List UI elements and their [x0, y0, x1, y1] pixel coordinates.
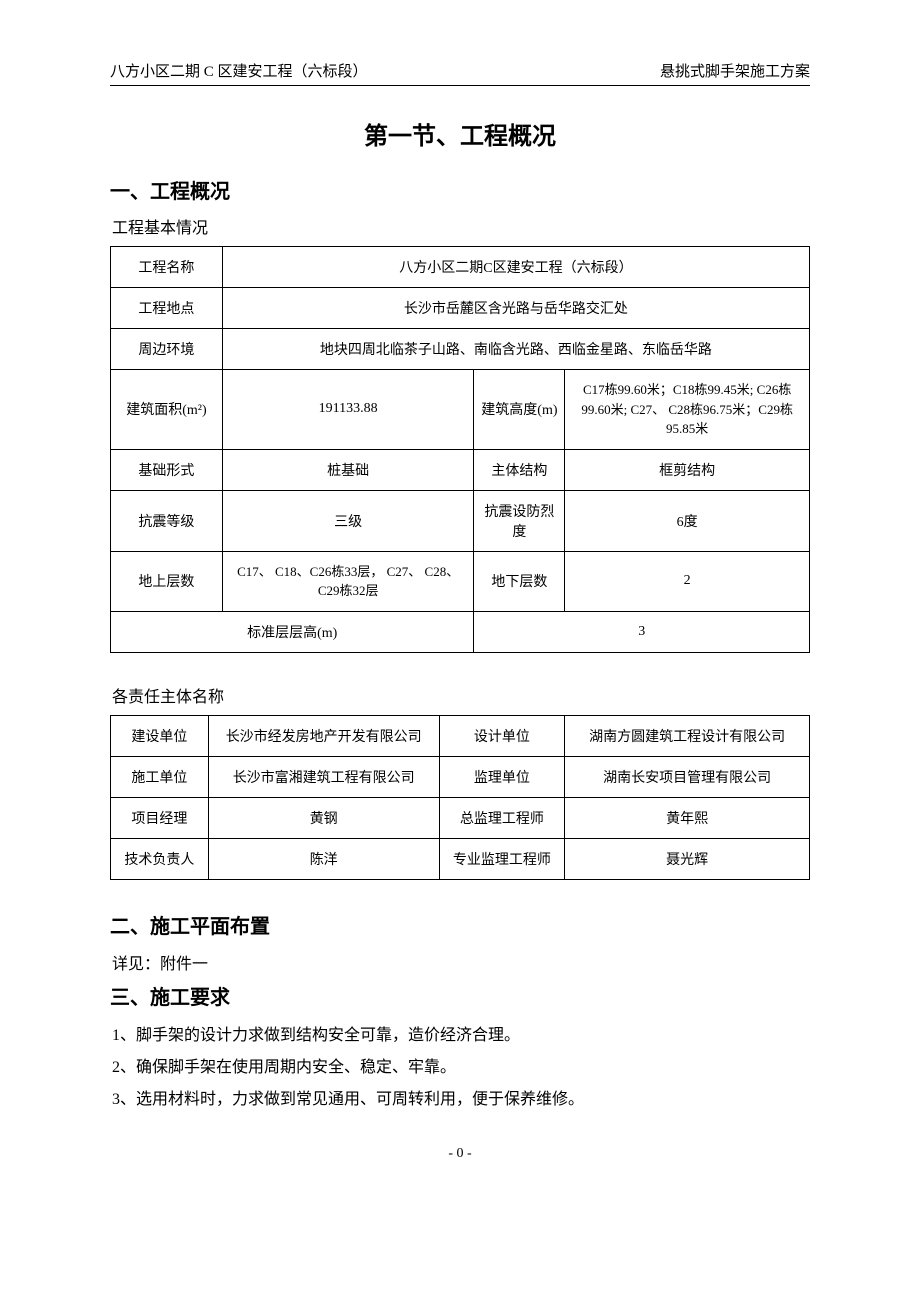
page-number: - 0 - — [110, 1146, 810, 1162]
cell-value: 6度 — [565, 490, 810, 551]
cell-label: 抗震设防烈度 — [474, 490, 565, 551]
cell-value: 湖南方圆建筑工程设计有限公司 — [565, 715, 810, 756]
cell-label: 技术负责人 — [111, 838, 209, 879]
header-right: 悬挑式脚手架施工方案 — [660, 60, 810, 81]
table-row: 抗震等级 三级 抗震设防烈度 6度 — [111, 490, 810, 551]
project-info-table: 工程名称 八方小区二期C区建安工程（六标段） 工程地点 长沙市岳麓区含光路与岳华… — [110, 246, 810, 653]
section-2-body: 详见：附件一 — [112, 949, 810, 981]
cell-value: 湖南长安项目管理有限公司 — [565, 756, 810, 797]
table2-intro: 各责任主体名称 — [112, 683, 810, 707]
cell-value: 地块四周北临茶子山路、南临含光路、西临金星路、东临岳华路 — [222, 329, 809, 370]
cell-value: 陈洋 — [208, 838, 439, 879]
section-3-title: 三、施工要求 — [110, 981, 810, 1010]
cell-label: 总监理工程师 — [439, 797, 565, 838]
table-row: 项目经理 黄钢 总监理工程师 黄年熙 — [111, 797, 810, 838]
cell-label: 主体结构 — [474, 449, 565, 490]
header-left: 八方小区二期 C 区建安工程（六标段） — [110, 60, 368, 81]
requirement-2: 2、确保脚手架在使用周期内安全、稳定、牢靠。 — [112, 1052, 810, 1084]
table-row: 地上层数 C17、 C18、C26栋33层， C27、 C28、C29栋32层 … — [111, 551, 810, 611]
cell-value: 黄年熙 — [565, 797, 810, 838]
table1-intro: 工程基本情况 — [112, 214, 810, 238]
table-row: 建设单位 长沙市经发房地产开发有限公司 设计单位 湖南方圆建筑工程设计有限公司 — [111, 715, 810, 756]
cell-label: 设计单位 — [439, 715, 565, 756]
page-header: 八方小区二期 C 区建安工程（六标段） 悬挑式脚手架施工方案 — [110, 60, 810, 86]
cell-label: 监理单位 — [439, 756, 565, 797]
cell-label: 项目经理 — [111, 797, 209, 838]
table-row: 基础形式 桩基础 主体结构 框剪结构 — [111, 449, 810, 490]
responsible-parties-table: 建设单位 长沙市经发房地产开发有限公司 设计单位 湖南方圆建筑工程设计有限公司 … — [110, 715, 810, 880]
cell-value: 三级 — [222, 490, 474, 551]
table-row: 工程地点 长沙市岳麓区含光路与岳华路交汇处 — [111, 288, 810, 329]
cell-value: C17栋99.60米；C18栋99.45米; C26栋99.60米; C27、 … — [565, 370, 810, 450]
table-row: 周边环境 地块四周北临茶子山路、南临含光路、西临金星路、东临岳华路 — [111, 329, 810, 370]
cell-value: 长沙市富湘建筑工程有限公司 — [208, 756, 439, 797]
cell-label: 工程地点 — [111, 288, 223, 329]
cell-label: 标准层层高(m) — [111, 611, 474, 652]
cell-value: 框剪结构 — [565, 449, 810, 490]
table-row: 工程名称 八方小区二期C区建安工程（六标段） — [111, 247, 810, 288]
cell-label: 工程名称 — [111, 247, 223, 288]
cell-label: 基础形式 — [111, 449, 223, 490]
cell-label: 专业监理工程师 — [439, 838, 565, 879]
cell-value: 聂光辉 — [565, 838, 810, 879]
cell-value: 八方小区二期C区建安工程（六标段） — [222, 247, 809, 288]
cell-label: 地下层数 — [474, 551, 565, 611]
cell-value: C17、 C18、C26栋33层， C27、 C28、C29栋32层 — [222, 551, 474, 611]
requirement-3: 3、选用材料时，力求做到常见通用、可周转利用，便于保养维修。 — [112, 1084, 810, 1116]
cell-value: 191133.88 — [222, 370, 474, 450]
cell-label: 地上层数 — [111, 551, 223, 611]
cell-label: 周边环境 — [111, 329, 223, 370]
cell-value: 黄钢 — [208, 797, 439, 838]
cell-label: 建筑高度(m) — [474, 370, 565, 450]
table-row: 建筑面积(m²) 191133.88 建筑高度(m) C17栋99.60米；C1… — [111, 370, 810, 450]
cell-label: 抗震等级 — [111, 490, 223, 551]
cell-value: 3 — [474, 611, 810, 652]
table-row: 技术负责人 陈洋 专业监理工程师 聂光辉 — [111, 838, 810, 879]
cell-label: 施工单位 — [111, 756, 209, 797]
cell-value: 长沙市经发房地产开发有限公司 — [208, 715, 439, 756]
document-page: 八方小区二期 C 区建安工程（六标段） 悬挑式脚手架施工方案 第一节、工程概况 … — [0, 0, 920, 1202]
cell-value: 长沙市岳麓区含光路与岳华路交汇处 — [222, 288, 809, 329]
main-title: 第一节、工程概况 — [110, 116, 810, 151]
cell-value: 桩基础 — [222, 449, 474, 490]
section-2-title: 二、施工平面布置 — [110, 910, 810, 939]
table-row: 施工单位 长沙市富湘建筑工程有限公司 监理单位 湖南长安项目管理有限公司 — [111, 756, 810, 797]
section-1-title: 一、工程概况 — [110, 175, 810, 204]
cell-value: 2 — [565, 551, 810, 611]
requirement-1: 1、脚手架的设计力求做到结构安全可靠，造价经济合理。 — [112, 1020, 810, 1052]
cell-label: 建设单位 — [111, 715, 209, 756]
table-row: 标准层层高(m) 3 — [111, 611, 810, 652]
cell-label: 建筑面积(m²) — [111, 370, 223, 450]
